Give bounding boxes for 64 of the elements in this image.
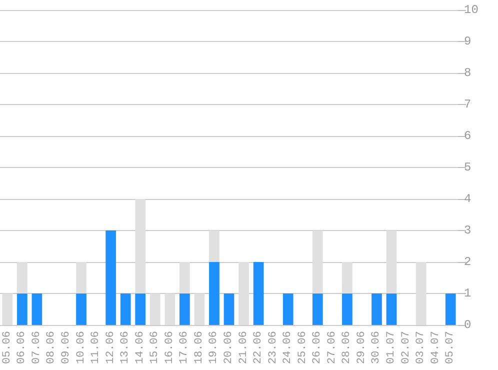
y-tick-label: 10 [464,3,478,17]
x-tick-label: 25.06 [296,331,309,364]
bar [224,294,234,325]
y-tick-label: 7 [464,98,472,112]
x-tick-label: 03.07 [415,331,428,364]
bar [386,294,397,325]
bar [150,294,160,325]
y-tick-label: 6 [464,129,472,143]
x-tick-label: 05.06 [1,331,14,364]
x-tick-label: 04.07 [430,331,442,364]
x-tick-label: 23.06 [267,331,280,364]
x-tick-label: 08.06 [46,331,58,364]
bar [372,294,382,325]
bar [32,294,42,325]
x-tick-label: 21.06 [238,331,250,364]
y-tick-label: 9 [464,34,472,48]
y-tick-label: 5 [464,160,472,174]
x-tick-label: 18.06 [193,331,206,364]
x-tick-label: 16.06 [164,331,176,364]
x-tick-label: 13.06 [120,331,132,364]
y-tick-label: 1 [464,286,472,300]
x-tick-label: 29.06 [356,331,368,364]
x-tick-label: 20.06 [223,331,235,364]
bar [209,262,220,325]
bar [76,294,86,325]
y-tick-label: 3 [464,224,472,238]
x-tick-label: 14.06 [134,331,146,364]
bar [194,294,205,325]
x-tick-label: 15.06 [149,331,162,364]
x-tick-label: 07.06 [30,331,43,364]
y-tick-label: 4 [464,192,472,206]
x-tick-label: 11.06 [90,331,102,364]
y-tick-label: 8 [464,66,472,80]
x-tick-label: 06.06 [16,331,28,364]
y-tick-label: 0 [464,318,472,332]
bar [16,294,28,325]
bar [342,294,352,325]
bar [106,230,116,325]
y-tick-label: 2 [464,255,472,269]
x-tick-label: 12.06 [104,331,117,364]
x-tick-label: 30.06 [370,331,383,364]
x-tick-label: 28.06 [341,331,354,364]
x-tick-label: 09.06 [60,331,72,364]
bar [282,294,294,325]
x-tick-label: 26.06 [312,331,324,364]
x-tick-label: 27.06 [326,331,338,364]
bar [135,294,146,325]
x-tick-label: 01.07 [386,331,398,364]
x-tick-label: 24.06 [282,331,294,364]
bar [253,262,264,325]
x-tick-label: 10.06 [75,331,88,364]
x-tick-label: 17.06 [178,331,191,364]
x-tick-label: 22.06 [252,331,265,364]
bar [164,294,176,325]
bar [312,294,323,325]
x-tick-label: 02.07 [400,331,412,364]
bar [120,294,131,325]
x-tick-label: 19.06 [208,331,220,364]
bar [445,294,456,325]
bar [2,294,13,325]
bar [416,262,426,325]
x-tick-label: 05.07 [444,331,457,364]
bar [238,262,249,325]
bar [180,294,190,325]
